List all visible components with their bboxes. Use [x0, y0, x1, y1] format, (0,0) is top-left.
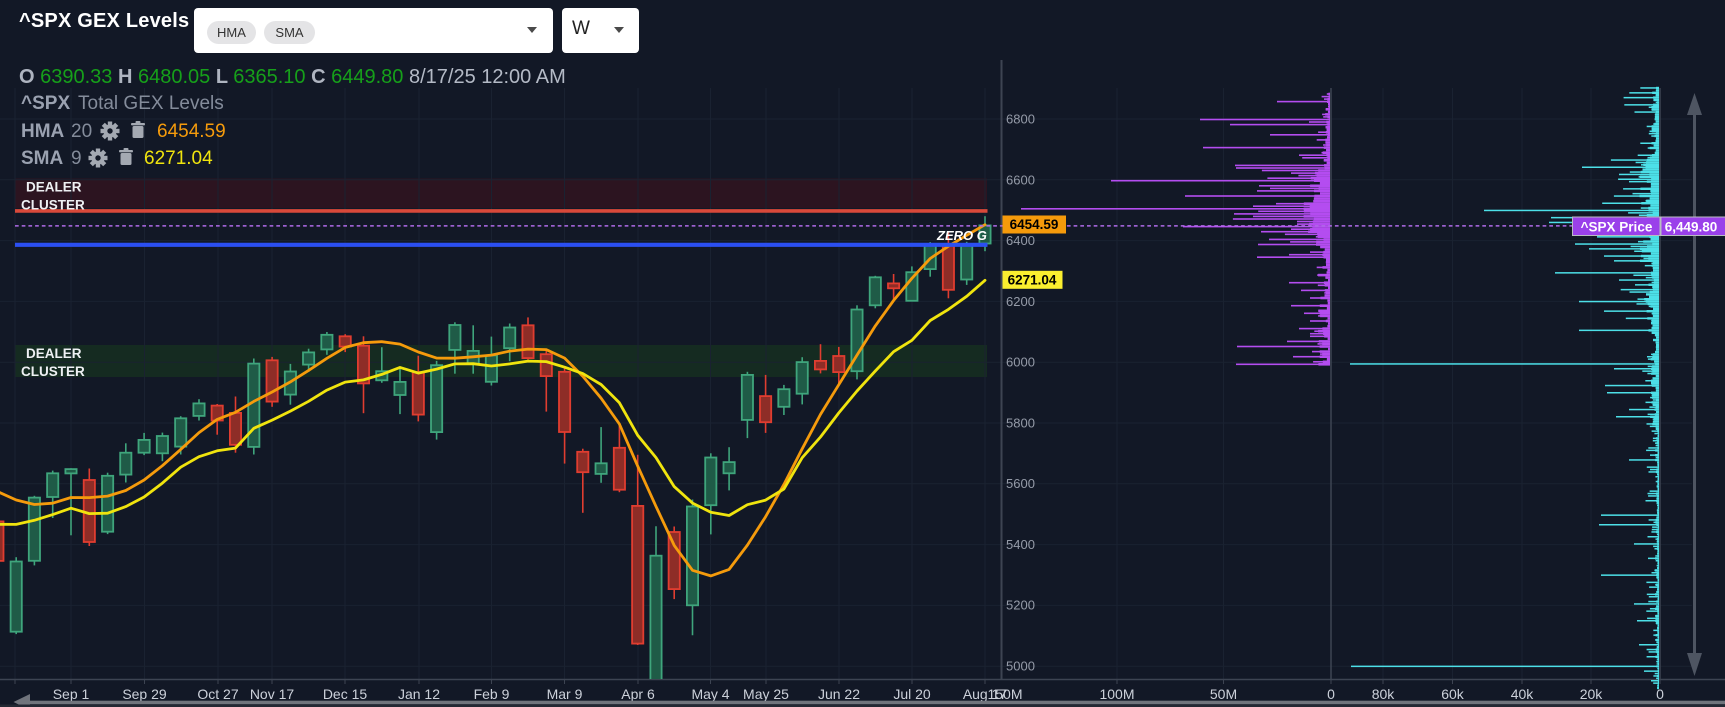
- svg-text:9: 9: [71, 148, 82, 169]
- svg-text:Sep 1: Sep 1: [53, 686, 90, 702]
- svg-text:5400: 5400: [1006, 537, 1035, 552]
- svg-text:6454.59: 6454.59: [157, 121, 226, 142]
- svg-text:Feb 9: Feb 9: [474, 686, 510, 702]
- svg-text:^SPX Price: ^SPX Price: [1581, 219, 1653, 234]
- svg-text:0: 0: [1327, 686, 1335, 702]
- svg-text:Jun 22: Jun 22: [818, 686, 860, 702]
- svg-text:CLUSTER: CLUSTER: [21, 364, 85, 379]
- svg-text:6200: 6200: [1006, 294, 1035, 309]
- svg-text:5600: 5600: [1006, 476, 1035, 491]
- svg-text:5200: 5200: [1006, 598, 1035, 613]
- svg-text:Total GEX Levels: Total GEX Levels: [78, 93, 224, 114]
- svg-text:6271.04: 6271.04: [1008, 273, 1057, 288]
- svg-text:6800: 6800: [1006, 112, 1035, 127]
- svg-text:60k: 60k: [1441, 686, 1465, 702]
- svg-text:150M: 150M: [987, 686, 1022, 702]
- svg-text:O 6390.33 H 6480.05 L 6365.10: O 6390.33 H 6480.05 L 6365.10 C 6449.80 …: [19, 66, 566, 88]
- svg-text:Oct 27: Oct 27: [197, 686, 238, 702]
- svg-text:0: 0: [1656, 686, 1664, 702]
- svg-text:5800: 5800: [1006, 415, 1035, 430]
- svg-text:100M: 100M: [1099, 686, 1134, 702]
- svg-text:May 25: May 25: [743, 686, 789, 702]
- svg-text:Nov 17: Nov 17: [250, 686, 295, 702]
- svg-text:6400: 6400: [1006, 233, 1035, 248]
- svg-text:Sep 29: Sep 29: [122, 686, 167, 702]
- svg-text:SMA: SMA: [21, 148, 64, 169]
- svg-text:20: 20: [71, 121, 92, 142]
- svg-text:6600: 6600: [1006, 172, 1035, 187]
- svg-text:Jul 20: Jul 20: [893, 686, 931, 702]
- svg-text:6,449.80: 6,449.80: [1665, 219, 1718, 234]
- svg-text:CLUSTER: CLUSTER: [21, 198, 85, 213]
- svg-text:6000: 6000: [1006, 355, 1035, 370]
- svg-text:6271.04: 6271.04: [144, 148, 213, 169]
- svg-text:Mar 9: Mar 9: [547, 686, 583, 702]
- svg-text:DEALER: DEALER: [26, 180, 82, 195]
- svg-text:6454.59: 6454.59: [1010, 217, 1059, 232]
- svg-text:Aug 17: Aug 17: [963, 686, 1008, 702]
- svg-text:HMA: HMA: [21, 121, 65, 142]
- svg-text:20k: 20k: [1580, 686, 1604, 702]
- svg-text:May 4: May 4: [691, 686, 729, 702]
- svg-text:DEALER: DEALER: [26, 346, 82, 361]
- svg-text:80k: 80k: [1372, 686, 1396, 702]
- svg-text:ZERO G: ZERO G: [936, 228, 987, 243]
- svg-text:^SPX: ^SPX: [21, 93, 70, 114]
- svg-text:Apr 6: Apr 6: [621, 686, 655, 702]
- svg-text:50M: 50M: [1210, 686, 1237, 702]
- svg-text:5000: 5000: [1006, 659, 1035, 674]
- svg-text:40k: 40k: [1511, 686, 1535, 702]
- svg-text:Dec 15: Dec 15: [323, 686, 368, 702]
- svg-text:Jan 12: Jan 12: [398, 686, 440, 702]
